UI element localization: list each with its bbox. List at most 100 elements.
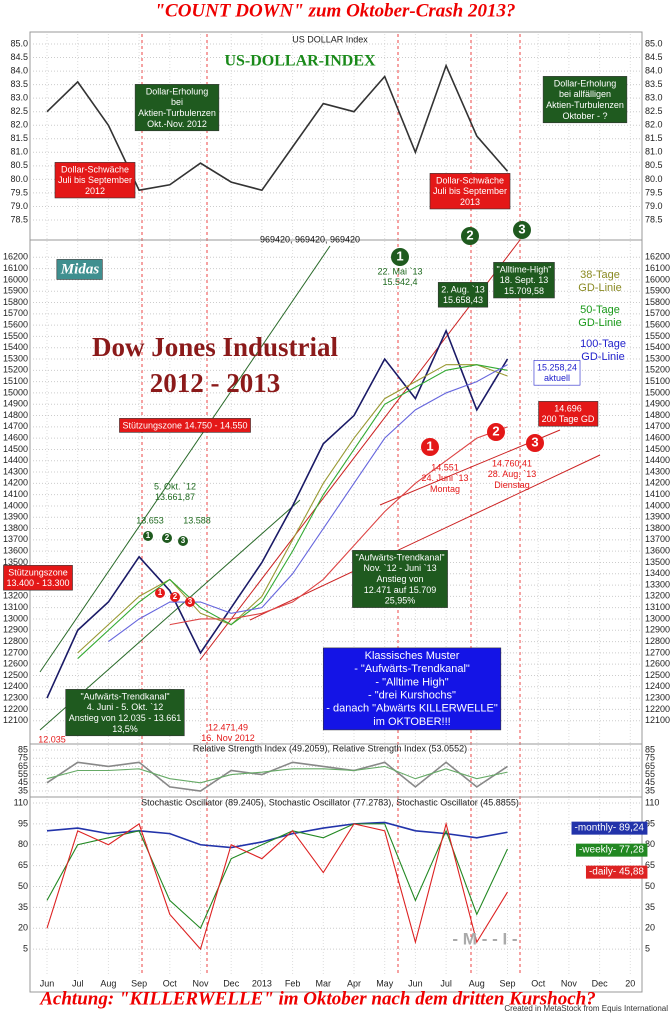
annotation-box: [322, 647, 502, 731]
series-line: [46, 328, 509, 699]
annotation-text: 3: [181, 536, 186, 545]
y-tick-label: 12700: [3, 647, 28, 657]
annotation-text: 1: [426, 438, 433, 453]
annotation-text: Midas: [60, 261, 100, 277]
annotation-text: Aktien-Turbulenzen: [546, 100, 624, 110]
annotation: US-DOLLAR-INDEX: [224, 53, 376, 70]
y-tick-label: 45: [645, 777, 655, 787]
x-tick-label: 2013: [252, 978, 272, 988]
annotation-text: "Aufwärts-Trendkanal": [80, 691, 169, 701]
annotation-text: Dollar-Erholung: [554, 78, 617, 88]
y-tick-label: 85: [18, 744, 28, 754]
y-tick-label: 80.5: [10, 160, 28, 170]
y-tick-label: 82.5: [645, 106, 663, 116]
y-tick-label: 14000: [645, 500, 670, 510]
y-tick-label: 95: [645, 818, 655, 828]
x-tick-label: Jun: [408, 978, 423, 988]
annotation: "Aufwärts-Trendkanal"Nov. `12 - Juni `13…: [352, 550, 448, 608]
number-circle: [162, 533, 172, 543]
legend-item: -monthly- 89,24: [571, 821, 648, 835]
annotation-box: [538, 401, 599, 427]
y-tick-label: 14800: [645, 410, 670, 420]
annotation-text: 13,5%: [112, 724, 138, 734]
annotation-text: 15.658,43: [443, 295, 483, 305]
y-tick-label: 95: [18, 818, 28, 828]
annotation: - M - - I -: [452, 929, 517, 948]
annotation: 2: [170, 592, 180, 602]
y-tick-label: 50: [645, 881, 655, 891]
annotation-text: 13.653: [136, 515, 164, 525]
chart-title: Dow Jones Industrial: [92, 332, 339, 362]
number-circle: [487, 423, 505, 441]
annotation-text: Stützungszone 14.750 - 14.550: [122, 420, 247, 430]
number-circle: [178, 536, 188, 546]
y-tick-label: 13800: [645, 523, 670, 533]
y-tick-label: 14100: [645, 489, 670, 499]
y-tick-label: 84.0: [10, 65, 28, 75]
annotation-text: 12.035: [38, 734, 66, 744]
y-tick-label: 15100: [645, 376, 670, 386]
y-tick-label: 15700: [645, 308, 670, 318]
y-tick-label: 12500: [3, 670, 28, 680]
y-tick-label: 12500: [645, 670, 670, 680]
x-tick-label: Dec: [592, 978, 609, 988]
annotation-text: Anstieg von: [376, 574, 423, 584]
number-circle: [421, 438, 439, 456]
annotation-text: Stützungszone: [8, 567, 68, 577]
trend-line: [39, 245, 331, 673]
legend-box: [575, 843, 648, 857]
series-line: [169, 426, 508, 626]
annotation-text: Dollar-Erholung: [146, 86, 209, 96]
y-tick-label: 12300: [3, 692, 28, 702]
y-tick-label: 15600: [3, 319, 28, 329]
y-tick-label: 13700: [645, 534, 670, 544]
legend-label: -weekly- 77,28: [579, 845, 644, 856]
y-tick-label: 55: [18, 769, 28, 779]
annotation-text: Dollar-Schwäche: [61, 164, 129, 174]
annotation-box: [65, 689, 185, 737]
annotation: 13.588: [183, 515, 211, 525]
y-tick-label: 13600: [645, 546, 670, 556]
y-tick-label: 13300: [645, 579, 670, 589]
annotation-text: - "Aufwärts-Trendkanal": [354, 663, 470, 675]
y-tick-label: 79.5: [10, 187, 28, 197]
y-tick-label: 16000: [3, 274, 28, 284]
y-tick-label: 16200: [3, 252, 28, 262]
annotation-text: "Alltime-High": [497, 264, 552, 274]
annotation-text: 18. Sept. 13: [500, 275, 549, 285]
x-tick-label: Feb: [285, 978, 301, 988]
y-tick-label: 84.0: [645, 65, 663, 75]
annotation-text: bei allfälligen: [559, 89, 611, 99]
annotation: "Aufwärts-Trendkanal"4. Juni - 5. Okt. `…: [65, 689, 185, 737]
y-tick-label: 78.5: [645, 214, 663, 224]
annotation-text: 2: [466, 227, 473, 242]
annotation-box: [119, 418, 251, 433]
y-tick-label: 12300: [645, 692, 670, 702]
y-tick-label: 15100: [3, 376, 28, 386]
y-tick-label: 13900: [3, 512, 28, 522]
annotation-box: [437, 282, 489, 308]
annotation: 1: [143, 531, 153, 541]
y-tick-label: 14700: [3, 421, 28, 431]
series-line: [46, 821, 508, 951]
y-tick-label: 14400: [3, 455, 28, 465]
number-circle: [143, 531, 153, 541]
annotation-text: 3: [531, 434, 538, 449]
y-tick-label: 15500: [645, 331, 670, 341]
annotation: 12.035: [38, 734, 66, 744]
y-tick-label: 15300: [3, 353, 28, 363]
y-tick-label: 79.0: [645, 201, 663, 211]
x-tick-label: Aug: [469, 978, 485, 988]
y-tick-label: 15800: [3, 297, 28, 307]
annotation-text: 14.760,41: [492, 458, 532, 468]
y-tick-label: 15500: [3, 331, 28, 341]
